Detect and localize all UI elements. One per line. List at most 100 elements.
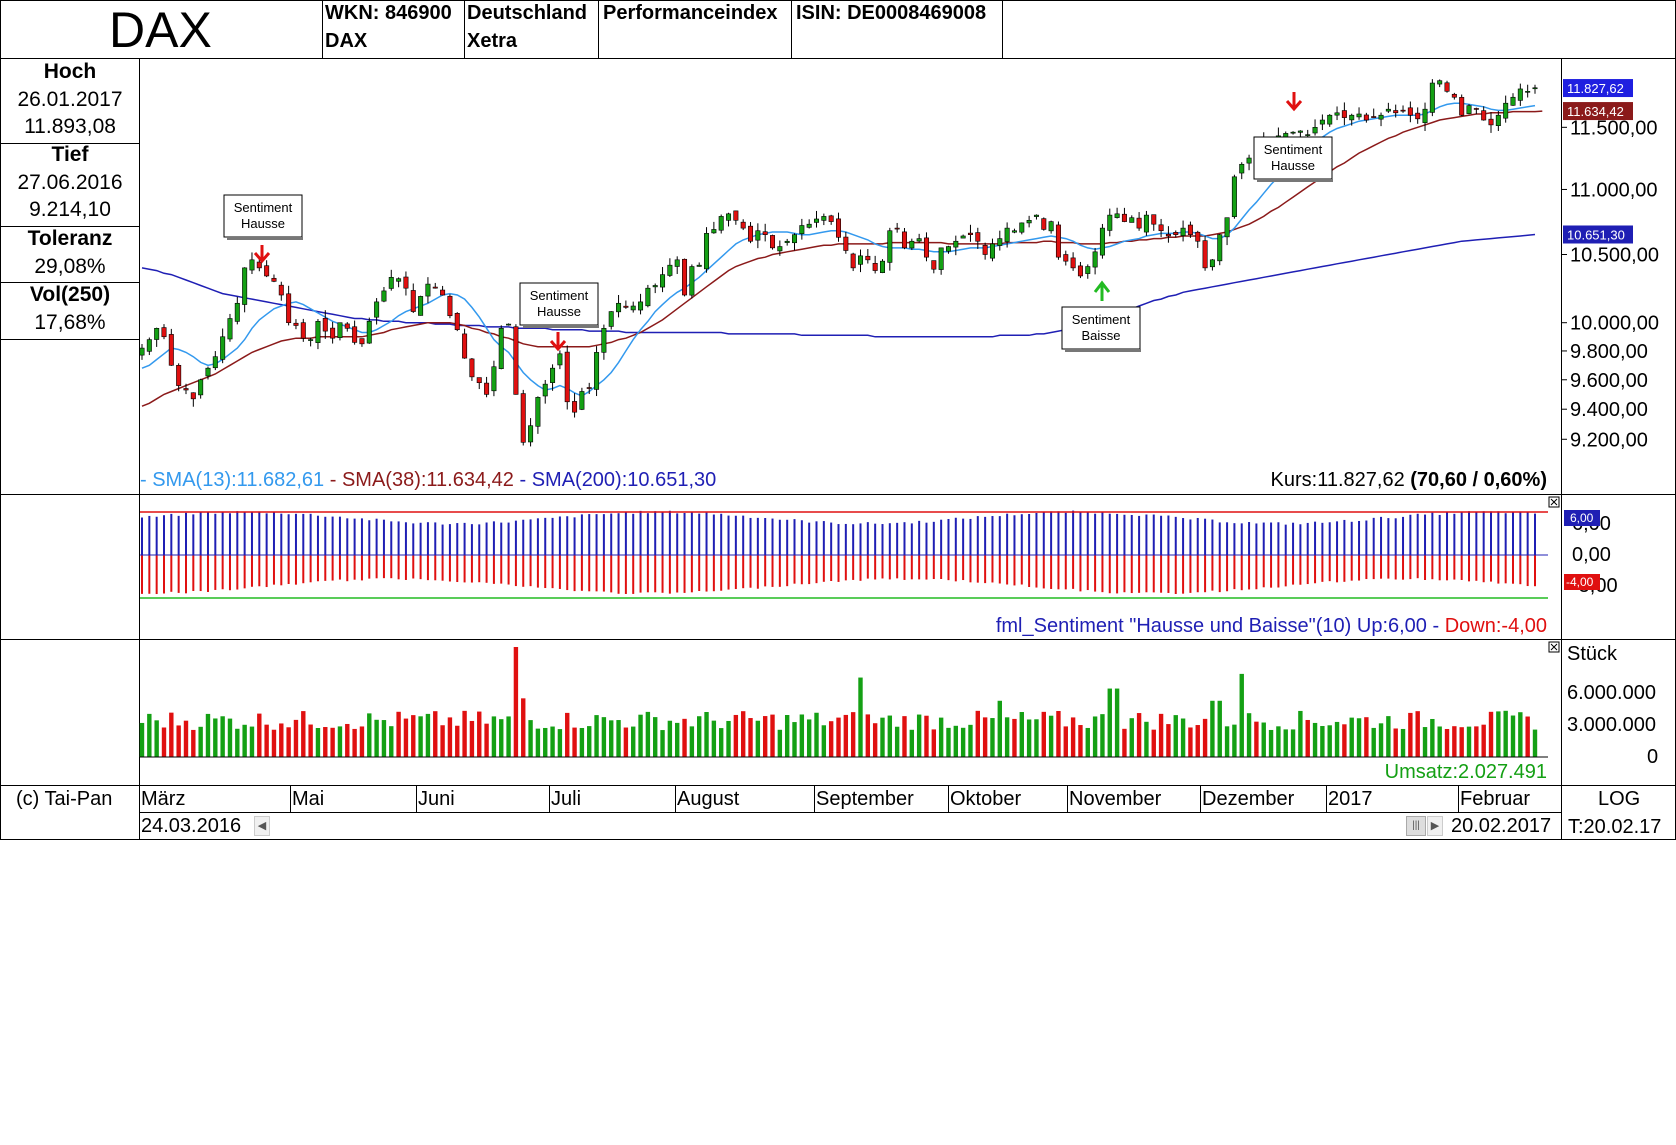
volume-tick-3: 0 [1647, 746, 1658, 768]
candle [1341, 102, 1347, 126]
candle [755, 223, 761, 249]
candle [1187, 221, 1193, 238]
scroll-right-button[interactable]: ▶ [1427, 816, 1443, 836]
month-label: Mai [292, 788, 325, 810]
legend-sma200: SMA(200):10.651,30 [532, 469, 717, 491]
candle [440, 285, 446, 296]
volume-bar [587, 726, 592, 757]
volume-bar [1144, 721, 1149, 757]
scroll-thumb[interactable]: ||| [1406, 816, 1426, 836]
volume-bar [565, 712, 570, 757]
candles-group [139, 79, 1538, 447]
volume-bar [799, 714, 805, 757]
legend-line: - SMA(13):11.682,61 - SMA(38):11.634,42 … [140, 469, 716, 491]
volume-bar [1107, 688, 1112, 757]
candle [168, 328, 174, 366]
candle [1319, 114, 1325, 131]
candle [535, 396, 541, 434]
candle [850, 252, 856, 272]
volume-bar [1158, 713, 1164, 757]
last-price-tag [1563, 79, 1633, 98]
candle [388, 269, 394, 291]
month-label: November [1069, 788, 1162, 810]
volume-bar [667, 720, 673, 757]
volume-bar [293, 719, 299, 757]
candle [564, 345, 570, 410]
price-tags-group: 11.827,62 11.634,42 10.651,30 [1563, 79, 1633, 244]
annotation-line2: Hausse [537, 304, 581, 319]
candle [572, 393, 578, 418]
candle [1202, 235, 1208, 271]
volume-bar [645, 711, 651, 757]
scroll-track[interactable] [271, 816, 1405, 836]
tief-date: 27.06.2016 [17, 171, 123, 194]
isin-label: ISIN: DE0008469008 [796, 2, 987, 24]
volume-bar [528, 720, 533, 757]
volume-bar [1371, 727, 1376, 757]
candle [418, 295, 424, 316]
scale-mode-label[interactable]: LOG [1598, 788, 1641, 810]
candle [953, 235, 959, 256]
header-empty-cell [1002, 0, 1676, 59]
volume-bar [902, 716, 907, 757]
candle [857, 249, 863, 273]
candle [352, 320, 358, 345]
start-date: 24.03.2016 [141, 815, 242, 837]
legend-kurs: Kurs:11.827,62 (70,60 / 0,60%) [1271, 469, 1547, 491]
candle [1415, 107, 1421, 124]
volume-bar [1510, 715, 1516, 757]
volume-bar [1437, 726, 1442, 757]
index-type-label: Performanceindex [603, 2, 778, 24]
candle [1517, 83, 1523, 106]
candle [1224, 217, 1230, 246]
candle [762, 223, 768, 242]
scroll-left-button[interactable]: ◀ [254, 816, 270, 836]
candle [220, 328, 226, 364]
volume-bar [623, 727, 629, 757]
volume-bar [1408, 712, 1413, 757]
candle [271, 274, 277, 283]
candle [1327, 114, 1333, 127]
candle [410, 283, 416, 313]
volume-bar [198, 726, 203, 757]
volume-bar [550, 726, 555, 757]
candle [1107, 208, 1113, 237]
volume-bar [1268, 729, 1274, 757]
candle [1488, 112, 1494, 133]
header-country-cell: Deutschland Xetra [464, 0, 599, 59]
candle [916, 233, 922, 243]
volume-bar [1430, 718, 1435, 757]
candle [528, 418, 534, 447]
volume-bar [733, 714, 739, 757]
legend-sma13: SMA(13):11.682,61 [152, 469, 324, 491]
volume-bar [1525, 716, 1530, 757]
volume-bar [1305, 719, 1310, 757]
candle [198, 378, 204, 399]
volume-bar [1114, 688, 1120, 757]
candle [638, 293, 644, 315]
volume-bar [1342, 724, 1347, 757]
volume-bar [323, 727, 328, 757]
candle [623, 300, 629, 309]
volume-bar [1100, 714, 1105, 757]
candle [242, 267, 248, 313]
volume-bar [1180, 718, 1186, 757]
volume-bar [557, 729, 563, 757]
volume-bar [1056, 711, 1061, 757]
volume-bar [916, 714, 922, 757]
candle [740, 219, 746, 231]
candle [1231, 174, 1237, 219]
candle [887, 227, 893, 271]
candle [1195, 230, 1201, 248]
volume-bar [1481, 724, 1486, 757]
candle [967, 224, 973, 242]
volume-bar [1078, 725, 1083, 757]
volume-bar [513, 647, 519, 757]
volume-bar [1496, 711, 1501, 757]
volume-bar [440, 725, 445, 757]
volume-bar [491, 716, 497, 757]
name-label: DAX [325, 30, 368, 52]
candle [1092, 247, 1098, 275]
volume-bar [213, 718, 218, 757]
